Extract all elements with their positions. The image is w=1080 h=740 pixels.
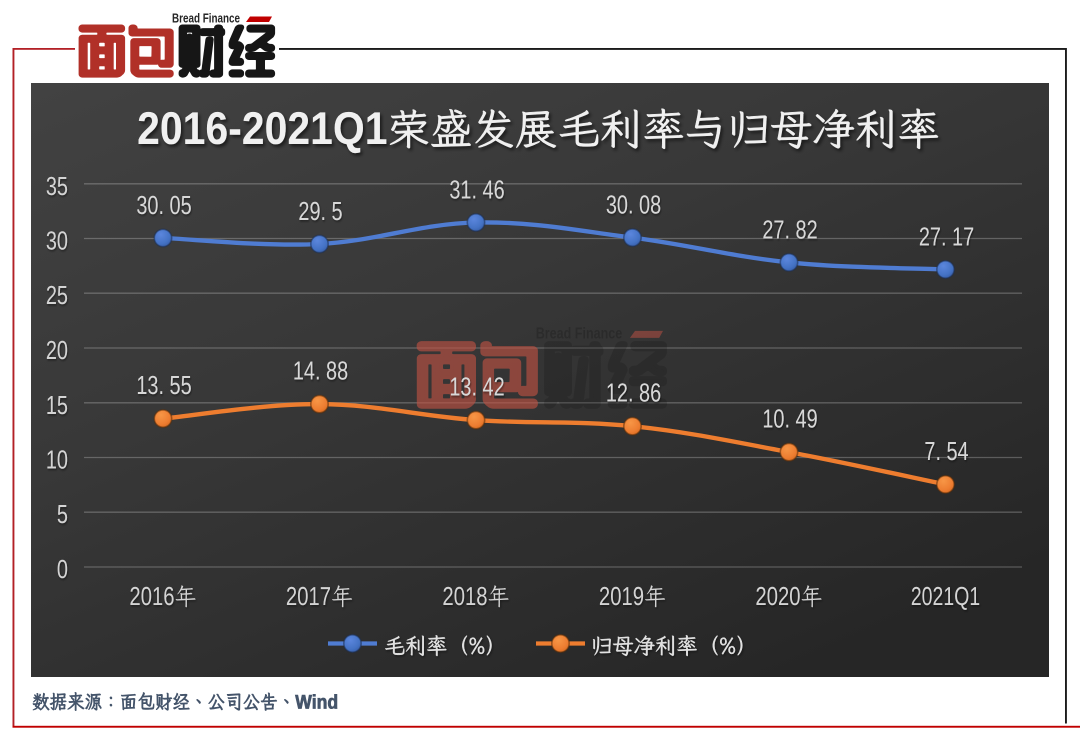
svg-text:30. 05: 30. 05 (136, 191, 191, 220)
svg-text:12. 86: 12. 86 (606, 378, 661, 407)
svg-text:10: 10 (46, 445, 68, 474)
svg-text:30: 30 (46, 226, 68, 255)
svg-text:14. 88: 14. 88 (293, 356, 348, 385)
svg-text:7. 54: 7. 54 (924, 436, 968, 465)
svg-text:27. 82: 27. 82 (762, 215, 817, 244)
svg-text:20: 20 (46, 336, 68, 365)
svg-text:25: 25 (46, 281, 68, 310)
svg-text:27. 17: 27. 17 (919, 222, 974, 251)
svg-text:30. 08: 30. 08 (606, 190, 661, 219)
svg-text:13. 42: 13. 42 (449, 372, 504, 401)
svg-text:13. 55: 13. 55 (136, 371, 191, 400)
svg-text:Bread Finance: Bread Finance (536, 326, 623, 343)
svg-text:29. 5: 29. 5 (298, 197, 342, 226)
svg-text:31. 46: 31. 46 (449, 175, 504, 204)
svg-text:5: 5 (57, 500, 68, 529)
svg-text:Bread Finance: Bread Finance (172, 12, 240, 26)
svg-text:35: 35 (46, 171, 68, 200)
svg-text:10. 49: 10. 49 (762, 404, 817, 433)
svg-text:15: 15 (46, 390, 68, 419)
svg-text:0: 0 (57, 555, 68, 584)
